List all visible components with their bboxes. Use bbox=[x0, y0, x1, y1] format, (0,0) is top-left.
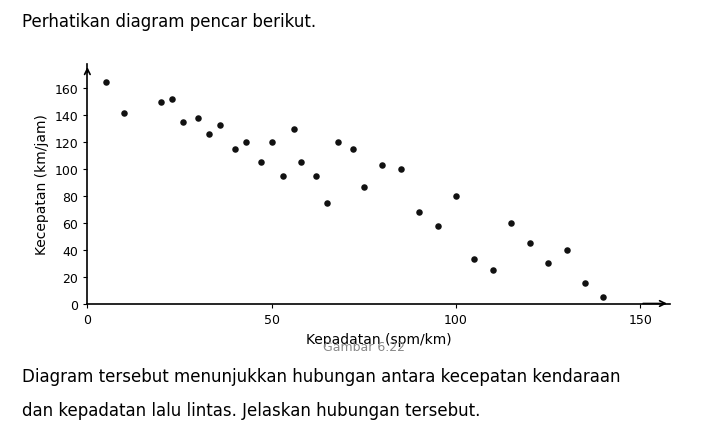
Point bbox=[288, 126, 300, 133]
Point bbox=[332, 139, 344, 146]
Point bbox=[450, 193, 462, 200]
Point bbox=[414, 209, 425, 216]
Text: Gambar 6.22: Gambar 6.22 bbox=[323, 341, 405, 354]
Point bbox=[347, 146, 359, 153]
Point bbox=[296, 160, 307, 167]
Point bbox=[192, 115, 204, 122]
Point bbox=[166, 96, 178, 103]
Text: dan kepadatan lalu lintas. Jelaskan hubungan tersebut.: dan kepadatan lalu lintas. Jelaskan hubu… bbox=[22, 401, 480, 419]
Point bbox=[229, 146, 241, 153]
Point bbox=[469, 256, 480, 263]
Point bbox=[214, 122, 226, 129]
Point bbox=[505, 220, 517, 227]
X-axis label: Kepadatan (spm/km): Kepadatan (spm/km) bbox=[306, 333, 451, 347]
Point bbox=[487, 267, 499, 274]
Point bbox=[321, 200, 333, 207]
Y-axis label: Kecepatan (km/jam): Kecepatan (km/jam) bbox=[35, 114, 49, 255]
Point bbox=[432, 223, 443, 230]
Text: Diagram tersebut menunjukkan hubungan antara kecepatan kendaraan: Diagram tersebut menunjukkan hubungan an… bbox=[22, 367, 620, 385]
Point bbox=[310, 173, 322, 180]
Point bbox=[255, 160, 266, 167]
Point bbox=[524, 240, 536, 247]
Point bbox=[240, 139, 252, 146]
Point bbox=[561, 247, 572, 253]
Point bbox=[203, 132, 215, 138]
Point bbox=[100, 79, 111, 86]
Point bbox=[376, 162, 388, 169]
Text: Perhatikan diagram pencar berikut.: Perhatikan diagram pencar berikut. bbox=[22, 13, 316, 31]
Point bbox=[178, 119, 189, 126]
Point bbox=[358, 184, 370, 191]
Point bbox=[266, 139, 277, 146]
Point bbox=[598, 294, 609, 301]
Point bbox=[119, 110, 130, 117]
Point bbox=[155, 99, 167, 106]
Point bbox=[579, 280, 591, 287]
Point bbox=[542, 260, 554, 267]
Point bbox=[395, 166, 406, 173]
Point bbox=[277, 173, 288, 180]
